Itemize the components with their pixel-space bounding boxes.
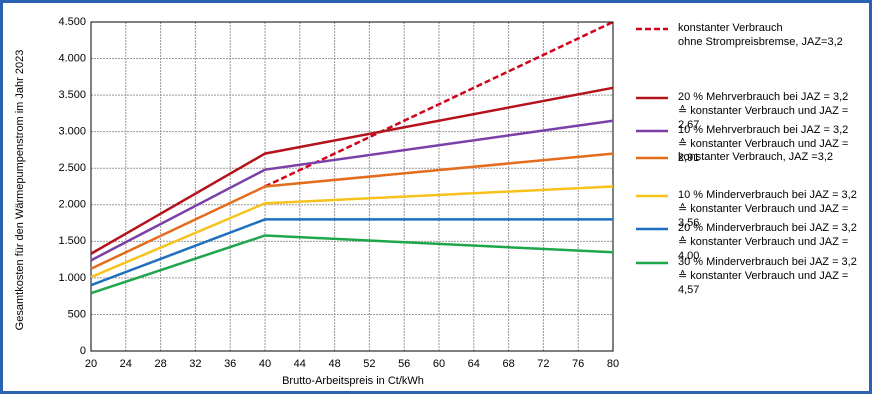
- x-tick-label: 64: [468, 358, 480, 370]
- y-tick-label: 500: [68, 308, 86, 320]
- line-series: [90, 234, 614, 295]
- y-tick-label: 1.500: [58, 235, 86, 247]
- plot-frame: [90, 21, 614, 352]
- x-tick-label: 76: [572, 358, 584, 370]
- line-series: [90, 86, 614, 255]
- x-tick-label: 60: [433, 358, 445, 370]
- y-tick-label: 4.500: [58, 16, 86, 28]
- plot: Brutto-Arbeitspreis in Ct/kWh Gesamtkost…: [14, 16, 668, 387]
- y-tick-label: 3.000: [58, 126, 86, 138]
- legend-entry: 10 % Minderverbrauch bei JAZ = 3,2 ≙ kon…: [678, 189, 857, 229]
- y-tick-label: 2.500: [58, 162, 86, 174]
- y-axis-label: Gesamtkosten für den Wärmepumpenstrom im…: [14, 50, 26, 331]
- x-axis-label: Brutto-Arbeitspreis in Ct/kWh: [282, 375, 424, 387]
- legend-entry: 20 % Mehrverbrauch bei JAZ = 3,2 ≙ konst…: [678, 91, 849, 131]
- line-series: [90, 218, 613, 287]
- x-tick-label: 80: [607, 358, 619, 370]
- x-tick-label: 36: [224, 358, 236, 370]
- legend-entry: 30 % Minderverbrauch bei JAZ = 3,2 ≙ kon…: [678, 256, 857, 296]
- line-series: [264, 20, 614, 188]
- legend-entry: konstanter Verbrauch ohne Strompreisbrem…: [678, 22, 843, 48]
- line-series: [90, 185, 614, 279]
- y-tick-label: 1.000: [58, 272, 86, 284]
- line-series: [90, 119, 614, 262]
- x-tick-label: 72: [537, 358, 549, 370]
- x-tick-label: 48: [328, 358, 340, 370]
- x-tick-label: 52: [363, 358, 375, 370]
- x-tick-label: 68: [502, 358, 514, 370]
- x-tick-label: 28: [154, 358, 166, 370]
- legend-entry: 20 % Minderverbrauch bei JAZ = 3,2 ≙ kon…: [678, 222, 857, 262]
- line-series: [90, 152, 614, 270]
- legend-entry: konstanter Verbrauch, JAZ =3,2: [678, 151, 834, 163]
- x-tick-label: 40: [259, 358, 271, 370]
- y-tick-label: 2.000: [58, 199, 86, 211]
- y-tick-label: 3.500: [58, 89, 86, 101]
- x-tick-label: 24: [120, 358, 132, 370]
- legend-entry: 10 % Mehrverbrauch bei JAZ = 3,2 ≙ konst…: [678, 124, 849, 164]
- x-tick-label: 44: [294, 358, 306, 370]
- y-tick-label: 0: [80, 345, 86, 357]
- x-tick-label: 56: [398, 358, 410, 370]
- y-tick-label: 4.000: [58, 52, 86, 64]
- x-tick-label: 32: [189, 358, 201, 370]
- x-tick-label: 20: [85, 358, 97, 370]
